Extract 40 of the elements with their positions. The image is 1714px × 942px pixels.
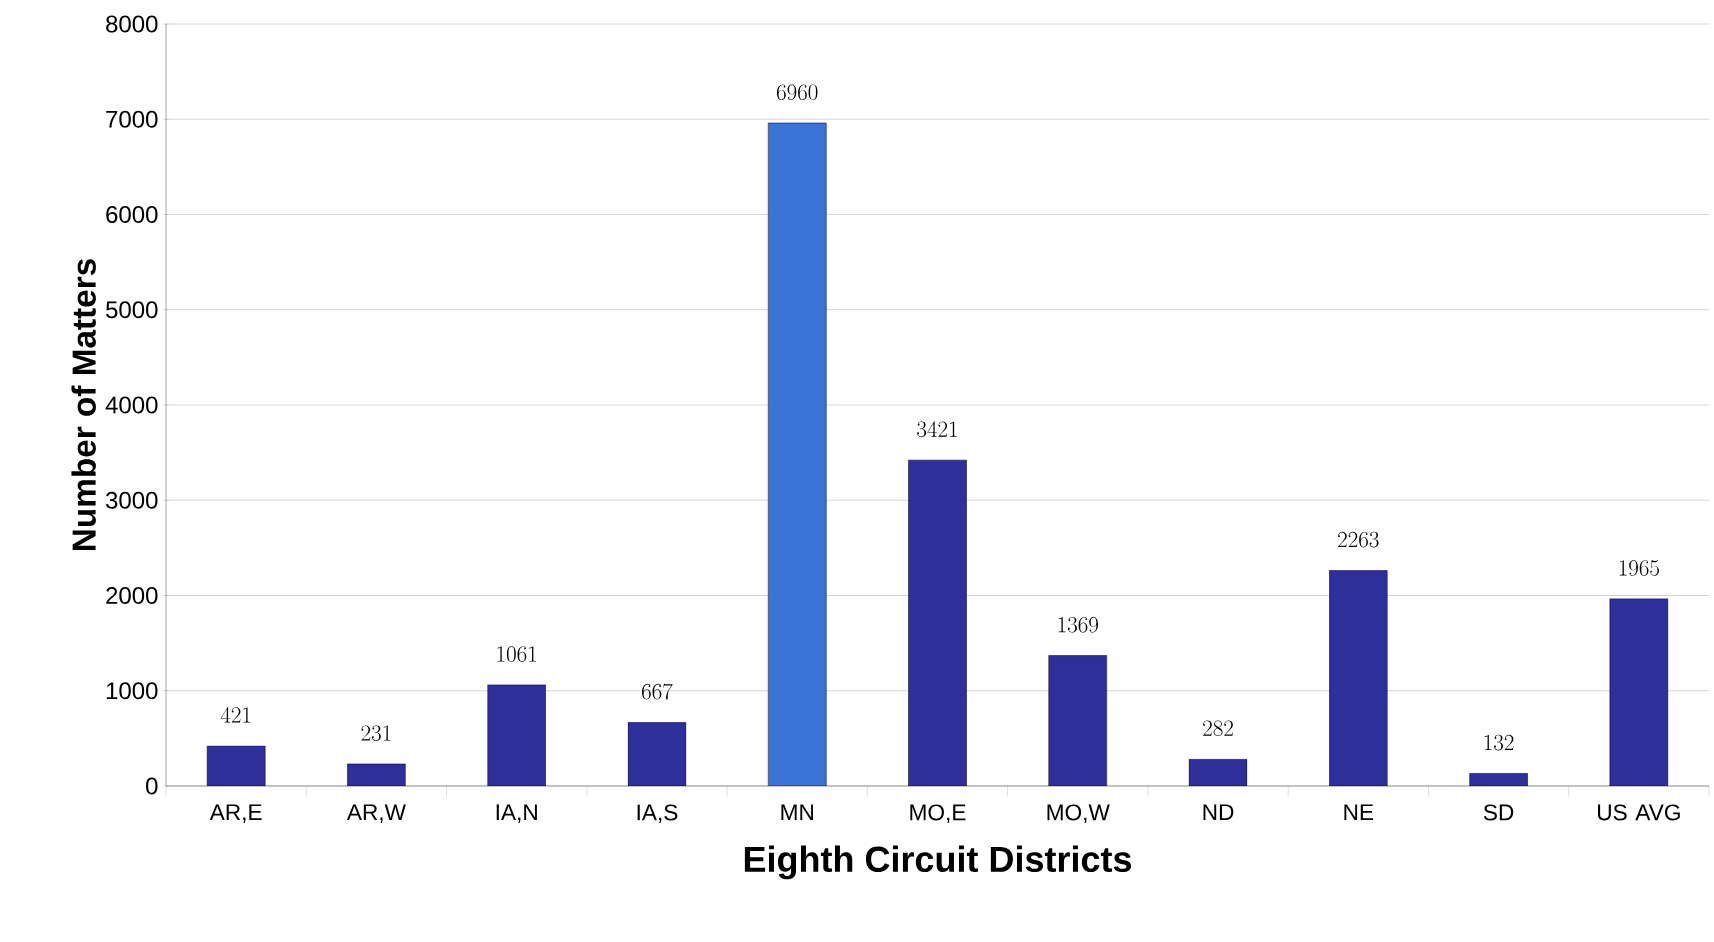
data-label: 421 (220, 707, 251, 723)
x-tick-label: NE (1344, 804, 1374, 820)
bar (908, 459, 967, 786)
y-tick-label: 8000 (106, 15, 158, 33)
data-label: 231 (361, 725, 391, 741)
x-tick-label: AR,W (346, 804, 406, 823)
data-label: 2263 (1338, 531, 1379, 548)
x-tick-label: IA,S (637, 804, 678, 824)
data-label: 3421 (917, 421, 957, 438)
bar (487, 684, 546, 786)
y-tick-label: 4000 (105, 396, 158, 414)
x-axis-title: Eighth Circuit Districts (744, 845, 1132, 880)
data-label: 1369 (1058, 616, 1098, 633)
data-label: 6960 (776, 84, 818, 101)
x-tick-label: MO,W (1047, 804, 1110, 824)
y-tick-label: 5000 (106, 301, 158, 319)
bar (206, 745, 266, 786)
bar (627, 722, 687, 786)
x-tick-label: US AVG (1597, 804, 1680, 821)
data-label: 1965 (1619, 560, 1659, 576)
bar (1329, 570, 1388, 786)
x-tick-label: ND (1203, 804, 1234, 820)
bar (1609, 598, 1669, 786)
y-axis-title: Number of Matters (71, 259, 96, 550)
y-tick-label: 0 (146, 777, 158, 795)
x-tick-label: AR,E (209, 804, 262, 823)
y-tick-label: 6000 (106, 205, 158, 223)
x-tick-label: MO,E (910, 804, 966, 824)
y-tick-label: 7000 (106, 110, 158, 128)
y-tick-label: 3000 (105, 491, 158, 509)
data-label: 1061 (497, 646, 537, 662)
y-tick-label: 2000 (106, 586, 158, 604)
x-tick-label: MN (781, 804, 813, 820)
data-label: 667 (641, 683, 673, 700)
y-tick-label: 1000 (106, 682, 158, 700)
x-tick-label: SD (1483, 804, 1514, 821)
x-tick-label: IA,N (496, 804, 537, 823)
data-label: 282 (1203, 720, 1233, 737)
data-label: 132 (1484, 734, 1514, 751)
bar (1188, 758, 1248, 786)
